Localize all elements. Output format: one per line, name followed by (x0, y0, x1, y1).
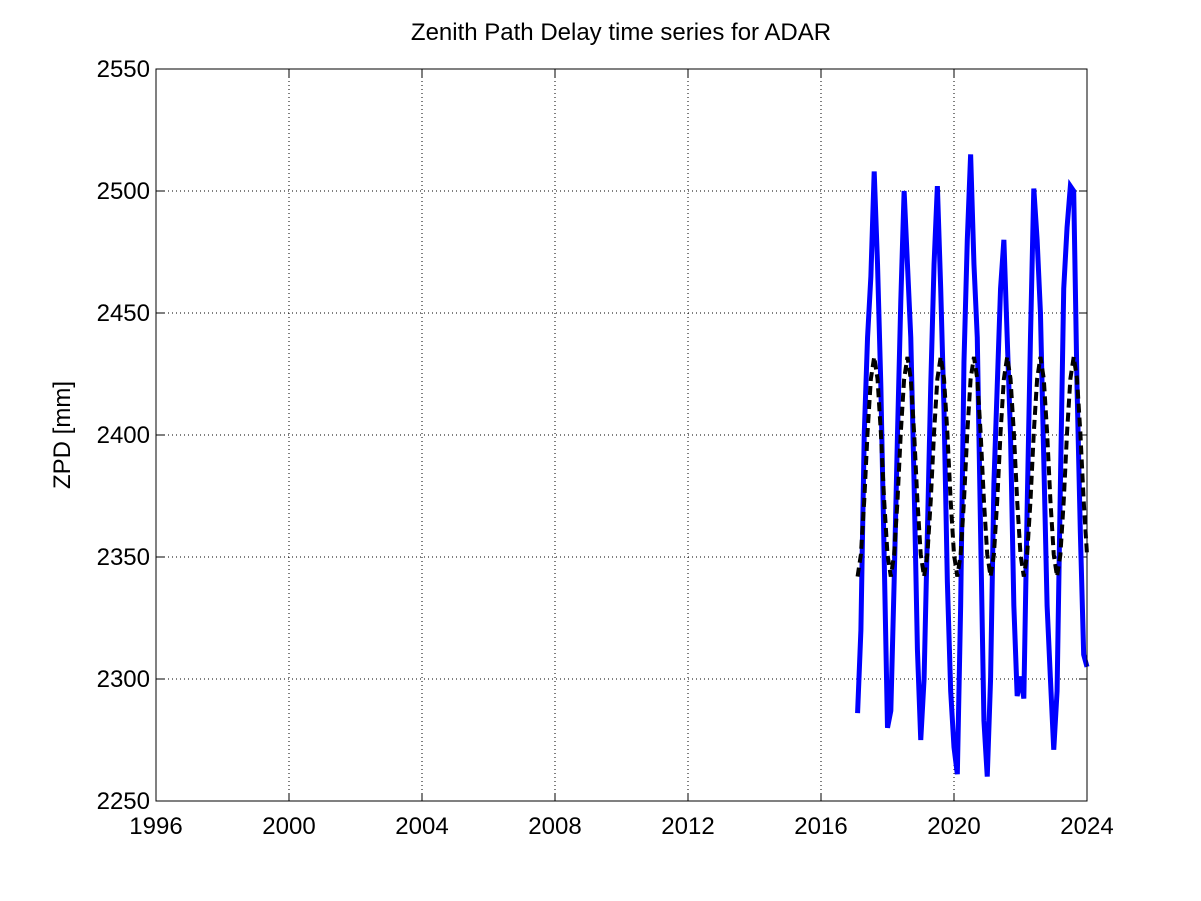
y-tick-label: 2300 (97, 666, 150, 693)
x-tick-label: 2024 (1060, 813, 1113, 840)
y-tick-label: 2450 (97, 300, 150, 327)
x-tick-label: 2020 (927, 813, 980, 840)
x-tick-label: 2012 (661, 813, 714, 840)
x-tick-label: 1996 (129, 813, 182, 840)
data-line (855, 154, 1090, 777)
y-tick-label: 2550 (97, 56, 150, 83)
plot-frame (155, 68, 1088, 802)
y-tick-label: 2400 (97, 422, 150, 449)
y-tick-label: 2500 (97, 178, 150, 205)
y-tick-label: 2250 (97, 788, 150, 815)
x-tick-label: 2004 (395, 813, 448, 840)
x-tick-label: 2008 (528, 813, 581, 840)
fit-line (855, 356, 1089, 577)
x-tick-label: 2000 (262, 813, 315, 840)
chart-title: Zenith Path Delay time series for ADAR (411, 19, 831, 46)
x-tick-label: 2016 (794, 813, 847, 840)
y-tick-label: 2350 (97, 544, 150, 571)
y-axis-label: ZPD [mm] (49, 381, 76, 489)
